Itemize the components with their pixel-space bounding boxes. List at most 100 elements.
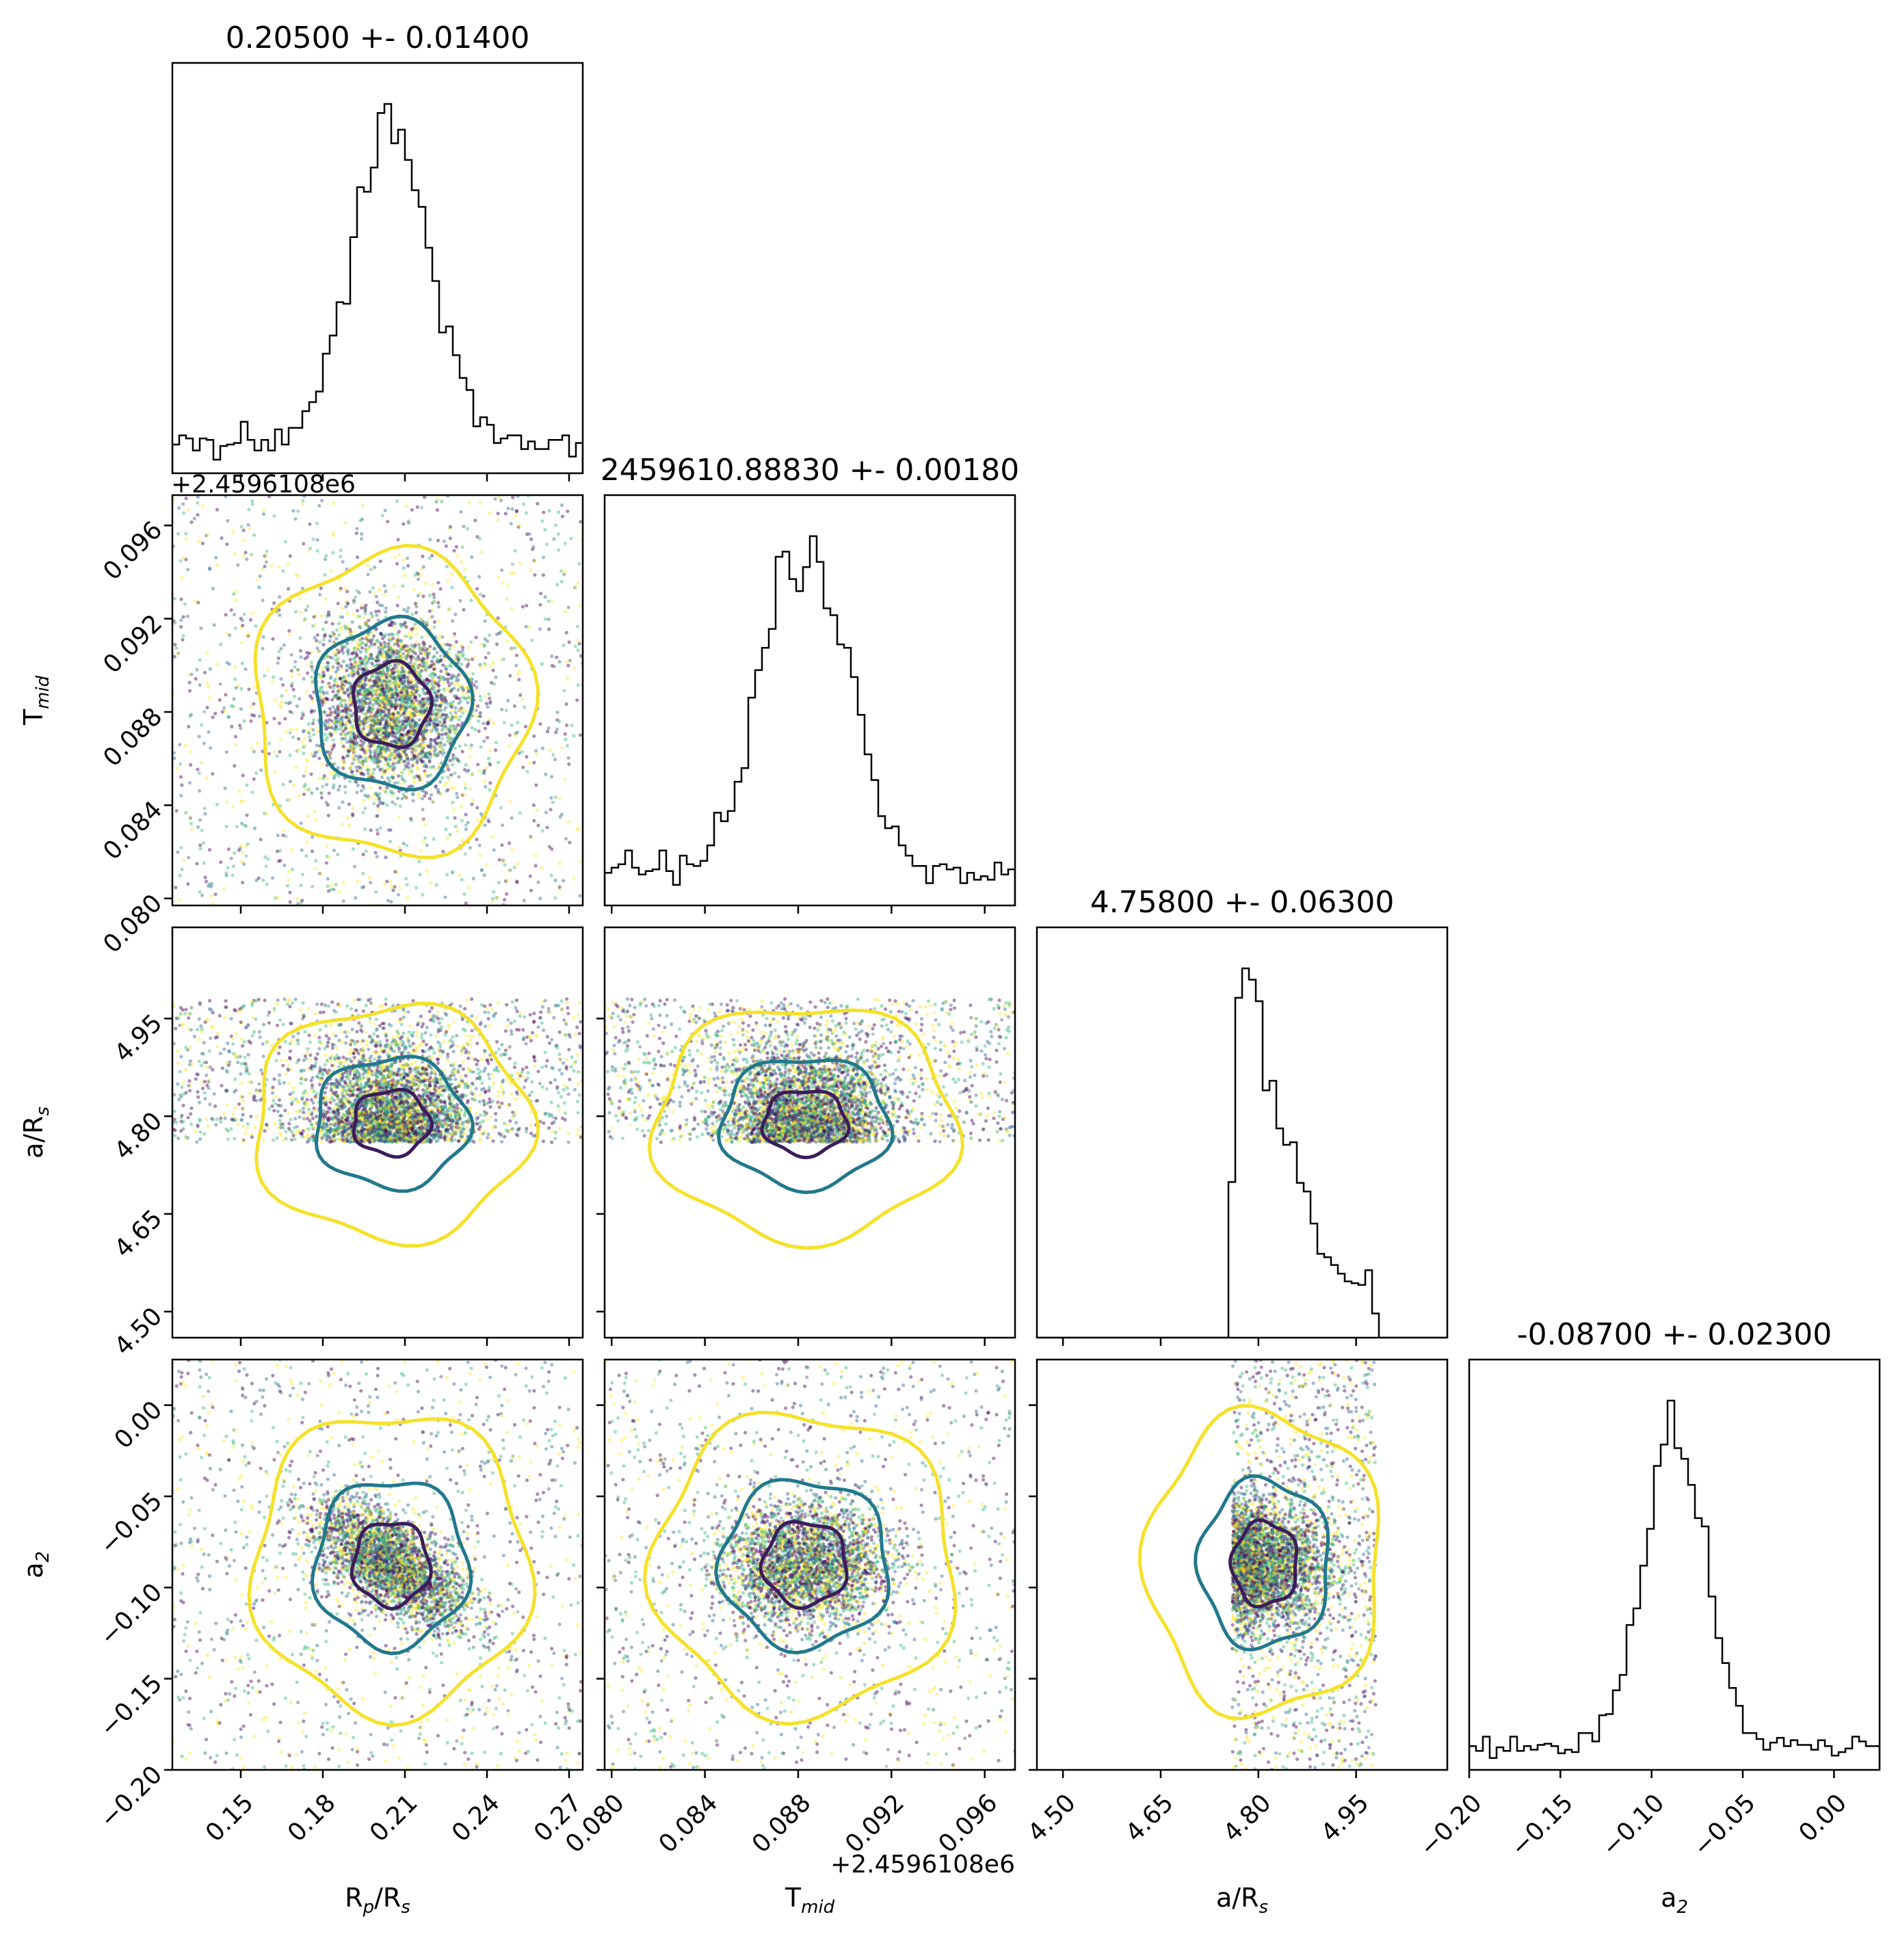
sample-point — [401, 687, 405, 691]
sample-point — [224, 693, 228, 697]
sample-point — [415, 760, 419, 765]
sample-point — [257, 585, 261, 590]
sample-point — [382, 694, 386, 698]
sample-point — [360, 667, 365, 671]
sample-point — [418, 752, 422, 756]
sample-point — [360, 747, 365, 751]
sample-point — [290, 711, 295, 715]
sample-point — [296, 1042, 300, 1046]
sample-point — [374, 814, 378, 818]
sample-point — [328, 655, 332, 659]
sample-point — [440, 745, 444, 749]
sample-point — [384, 695, 389, 699]
sample-point — [304, 1104, 308, 1108]
sample-point — [425, 677, 429, 682]
sample-point — [547, 845, 552, 849]
sample-point — [378, 1005, 382, 1009]
sample-point — [275, 1002, 280, 1006]
sample-point — [383, 645, 387, 649]
sample-point — [414, 640, 419, 644]
sample-point — [358, 690, 362, 694]
sample-point — [313, 622, 317, 626]
sample-point — [411, 732, 415, 737]
sample-point — [492, 848, 496, 852]
sample-point — [344, 711, 348, 715]
sample-point — [488, 788, 492, 792]
sample-point — [387, 754, 392, 758]
sample-point — [396, 1031, 401, 1035]
sample-point — [181, 511, 186, 515]
sample-point — [336, 657, 340, 661]
sample-point — [179, 559, 183, 563]
sample-point — [365, 715, 369, 720]
sample-point — [479, 745, 483, 750]
sample-point — [368, 692, 372, 696]
sample-point — [374, 1050, 378, 1054]
sample-point — [180, 575, 184, 579]
sample-point — [474, 680, 478, 684]
sample-point — [205, 1065, 209, 1070]
sample-point — [333, 708, 338, 712]
sample-point — [386, 1111, 390, 1115]
sample-point — [486, 705, 490, 709]
sample-point — [482, 739, 486, 743]
sample-point — [344, 704, 348, 708]
sample-point — [395, 731, 399, 735]
sample-point — [386, 763, 390, 767]
sample-point — [359, 667, 363, 672]
sample-point — [449, 676, 453, 680]
sample-point — [451, 715, 456, 719]
sample-point — [392, 730, 396, 734]
sample-point — [389, 672, 393, 676]
sample-point — [579, 860, 583, 864]
sample-point — [393, 684, 397, 688]
sample-point — [362, 698, 366, 702]
sample-point — [280, 694, 284, 698]
sample-point — [389, 722, 393, 726]
sample-point — [332, 710, 337, 715]
sample-point — [373, 752, 378, 756]
sample-point — [428, 752, 433, 756]
sample-point — [427, 721, 432, 726]
sample-point — [326, 661, 331, 665]
sample-point — [520, 750, 524, 754]
sample-point — [418, 663, 422, 667]
sample-point — [371, 657, 375, 661]
sample-point — [342, 675, 346, 679]
sample-point — [391, 726, 395, 730]
sample-point — [384, 590, 388, 594]
sample-point — [386, 734, 391, 739]
sample-point — [385, 651, 389, 655]
sample-point — [288, 710, 292, 714]
sample-point — [376, 663, 380, 667]
sample-point — [444, 731, 448, 735]
sample-point — [384, 650, 389, 654]
sample-point — [408, 650, 412, 654]
sample-point — [360, 517, 365, 521]
sample-point — [288, 780, 292, 784]
sample-point — [442, 769, 446, 773]
sample-point — [380, 686, 385, 691]
sample-point — [179, 775, 183, 779]
sample-point — [364, 650, 368, 654]
sample-point — [381, 684, 385, 688]
sample-point — [391, 692, 395, 696]
sample-point — [347, 718, 352, 723]
sample-point — [436, 732, 440, 736]
sample-point — [398, 755, 402, 759]
sample-point — [301, 499, 305, 503]
sample-point — [432, 1081, 436, 1085]
sample-point — [337, 788, 341, 792]
sample-point — [422, 765, 426, 769]
sample-point — [376, 713, 380, 717]
sample-point — [369, 727, 373, 731]
sample-point — [363, 678, 367, 683]
sample-point — [366, 756, 370, 760]
sample-point — [410, 685, 414, 689]
sample-point — [419, 738, 423, 742]
sample-point — [433, 737, 437, 741]
sample-point — [423, 754, 427, 758]
sample-point — [189, 672, 194, 676]
sample-point — [469, 743, 473, 747]
sample-point — [497, 858, 501, 862]
